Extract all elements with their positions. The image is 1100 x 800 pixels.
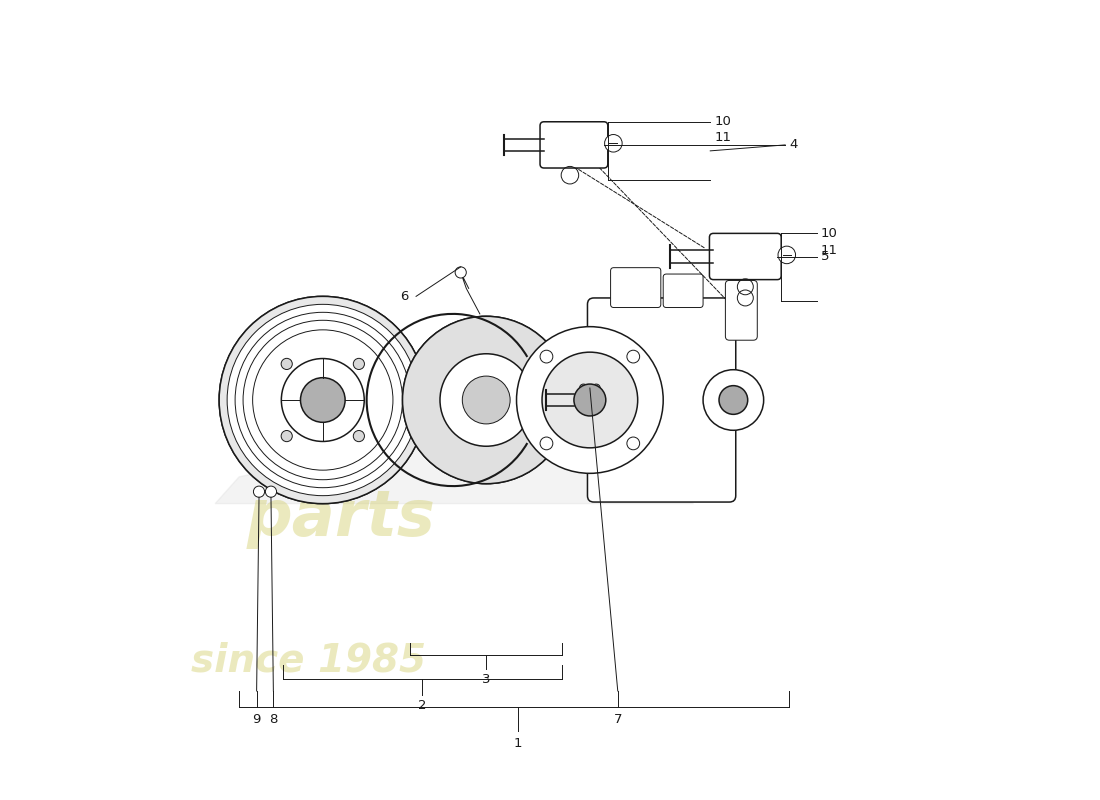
Text: 5: 5 bbox=[821, 250, 829, 263]
Circle shape bbox=[403, 316, 570, 484]
Text: 4: 4 bbox=[789, 138, 797, 151]
FancyBboxPatch shape bbox=[725, 281, 757, 340]
Text: 10: 10 bbox=[821, 227, 838, 240]
FancyBboxPatch shape bbox=[540, 122, 608, 168]
Text: 3: 3 bbox=[482, 674, 491, 686]
Circle shape bbox=[517, 326, 663, 474]
Circle shape bbox=[592, 401, 601, 409]
FancyBboxPatch shape bbox=[663, 274, 703, 307]
Circle shape bbox=[627, 437, 639, 450]
Circle shape bbox=[588, 380, 604, 396]
Text: 1: 1 bbox=[514, 738, 522, 750]
Wedge shape bbox=[219, 296, 427, 504]
Text: 8: 8 bbox=[270, 714, 277, 726]
Circle shape bbox=[462, 376, 510, 424]
Circle shape bbox=[253, 486, 265, 498]
Circle shape bbox=[455, 267, 466, 278]
Circle shape bbox=[300, 378, 345, 422]
Circle shape bbox=[605, 134, 623, 152]
Polygon shape bbox=[216, 387, 693, 504]
Circle shape bbox=[778, 246, 795, 264]
FancyBboxPatch shape bbox=[610, 268, 661, 307]
Circle shape bbox=[353, 358, 364, 370]
Circle shape bbox=[440, 354, 532, 446]
Circle shape bbox=[542, 352, 638, 448]
Text: 6: 6 bbox=[399, 290, 408, 303]
Circle shape bbox=[282, 358, 364, 442]
Circle shape bbox=[575, 380, 592, 396]
Circle shape bbox=[580, 384, 587, 392]
Circle shape bbox=[588, 397, 604, 413]
Circle shape bbox=[703, 370, 763, 430]
Text: 11: 11 bbox=[821, 245, 838, 258]
FancyBboxPatch shape bbox=[587, 298, 736, 502]
Circle shape bbox=[282, 358, 293, 370]
FancyBboxPatch shape bbox=[710, 234, 781, 280]
Text: 2: 2 bbox=[418, 699, 427, 712]
Circle shape bbox=[592, 384, 601, 392]
Text: euro: euro bbox=[248, 367, 411, 429]
Text: parts: parts bbox=[248, 486, 436, 549]
Text: since 1985: since 1985 bbox=[191, 641, 427, 679]
Text: 9: 9 bbox=[252, 714, 261, 726]
Text: 10: 10 bbox=[714, 115, 732, 128]
Text: 7: 7 bbox=[614, 714, 622, 726]
Circle shape bbox=[575, 397, 592, 413]
Circle shape bbox=[574, 384, 606, 416]
Circle shape bbox=[627, 350, 639, 363]
Circle shape bbox=[719, 386, 748, 414]
Circle shape bbox=[282, 430, 293, 442]
Wedge shape bbox=[403, 316, 570, 484]
Circle shape bbox=[580, 401, 587, 409]
Circle shape bbox=[353, 430, 364, 442]
Circle shape bbox=[540, 350, 553, 363]
Circle shape bbox=[540, 437, 553, 450]
Circle shape bbox=[219, 296, 427, 504]
Circle shape bbox=[265, 486, 276, 498]
Text: 11: 11 bbox=[714, 131, 732, 144]
